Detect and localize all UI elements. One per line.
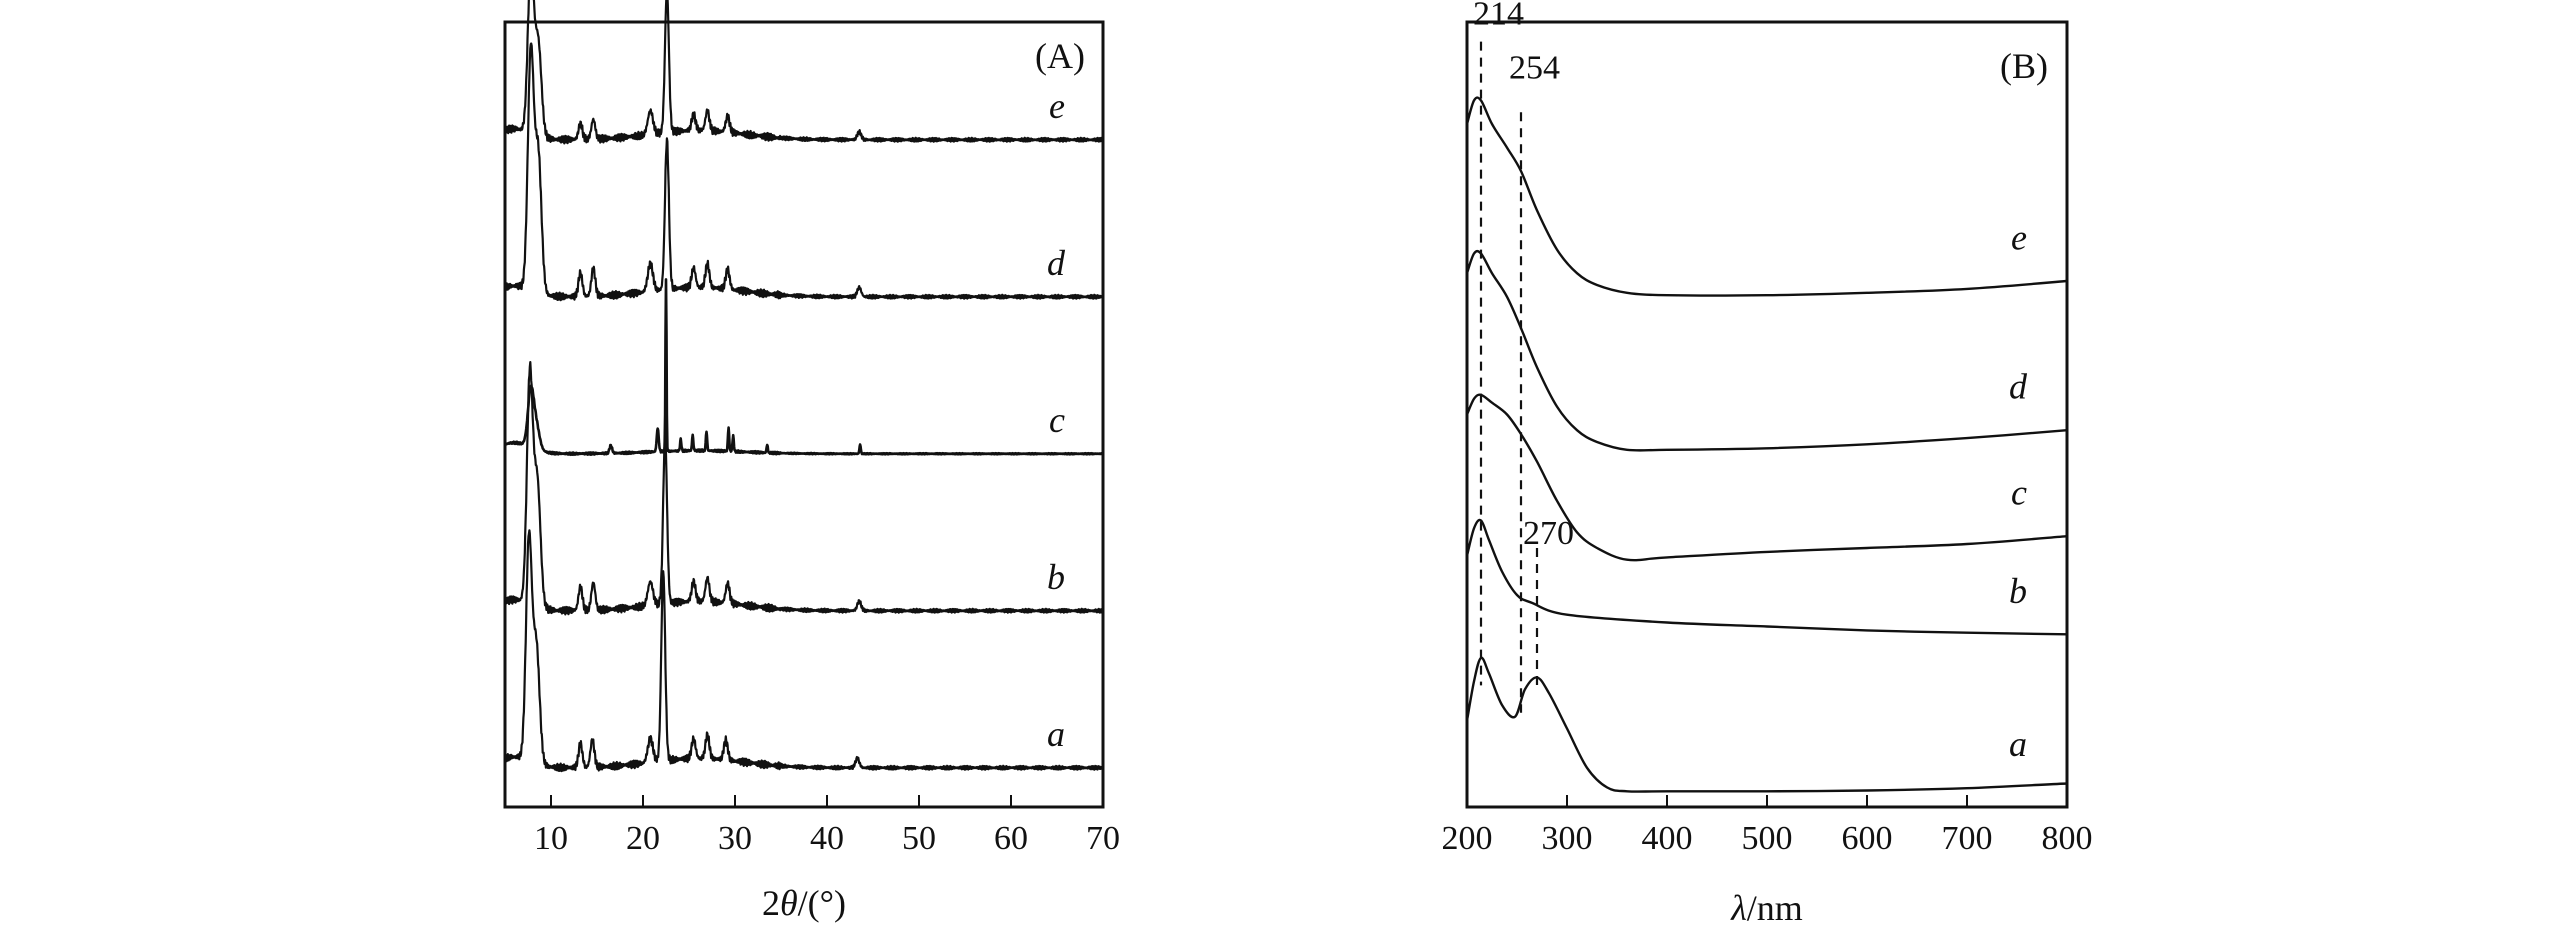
panel-a-x-axis-title-unit: /(°) <box>798 883 846 923</box>
panel-b-series-label-c: c <box>2011 473 2027 513</box>
panel-b-x-tick-label: 400 <box>1642 820 1693 857</box>
panel-b-x-tick-label: 300 <box>1542 820 1593 857</box>
panel-a-x-axis-title: 2θ/(°) <box>762 883 846 923</box>
panel-b-series-label-d: d <box>2009 367 2028 407</box>
panel-b-peak-label-270: 270 <box>1523 515 1574 552</box>
panel-a-x-tick-label: 50 <box>902 820 936 857</box>
panel-b-x-tick-label: 700 <box>1942 820 1993 857</box>
panel-a-series-line-e <box>503 0 1104 145</box>
panel-a-x-tick-label: 30 <box>718 820 752 857</box>
panel-a-x-axis: 10 20 30 40 50 60 70 <box>534 795 1120 857</box>
panel-b-x-axis-title: λ/nm <box>1730 888 1803 928</box>
panel-b-peak-label-254: 254 <box>1509 50 1560 87</box>
panel-b-x-tick-label: 800 <box>2042 820 2093 857</box>
panel-a-x-tick-label: 70 <box>1086 820 1120 857</box>
panel-a-series-label-a: a <box>1047 714 1065 754</box>
panel-a-series-line-d <box>503 42 1104 302</box>
panel-b-peak-label-214: 214 <box>1473 0 1524 32</box>
panel-a-x-axis-title-symbol: θ <box>780 883 798 923</box>
panel-b-x-axis-title-symbol: λ <box>1730 888 1747 928</box>
panel-a-plot-area: a b c d e <box>503 0 1105 773</box>
panel-b-x-tick-label: 600 <box>1842 820 1893 857</box>
panel-b-series-line-a <box>1465 656 2068 793</box>
panel-b-frame <box>1465 20 2069 809</box>
panel-a-label: (A) <box>1035 36 1085 76</box>
panel-a-x-tick-label: 40 <box>810 820 844 857</box>
panel-a-frame <box>503 20 1105 809</box>
panel-b-x-tick-label: 500 <box>1742 820 1793 857</box>
panel-b-x-axis-title-unit: /nm <box>1747 888 1803 928</box>
panel-a-series-label-e: e <box>1049 86 1065 126</box>
panel-a-x-tick-label: 20 <box>626 820 660 857</box>
panel-a-series-label-d: d <box>1047 243 1066 283</box>
panel-a-series-line-b <box>504 361 1105 616</box>
panel-a-chart: a b c d e 10 20 30 40 50 60 70 (A) 2θ/(°) <box>503 0 1120 923</box>
panel-a-series-line-c <box>504 278 1104 456</box>
panel-b-series-line-e <box>1465 96 2068 297</box>
panel-b-series-line-c <box>1465 393 2068 562</box>
panel-a-series-line-a <box>503 529 1104 773</box>
panel-b-series-line-b <box>1465 518 2068 636</box>
panel-a-x-axis-title-prefix: 2 <box>762 883 780 923</box>
panel-a-x-tick-label: 10 <box>534 820 568 857</box>
panel-b-chart: 214 254 270 a b c d e 200 300 400 500 600 700 800 (B… <box>1442 0 2093 928</box>
panel-b-series-line-d <box>1465 249 2068 452</box>
panel-b-plot-area: a b c d e <box>1465 96 2068 793</box>
panel-b-reference-lines: 214 254 270 <box>1473 0 1574 713</box>
panel-a-series-label-b: b <box>1047 557 1065 597</box>
panel-b-series-label-b: b <box>2009 571 2027 611</box>
panel-a-x-tick-label: 60 <box>994 820 1028 857</box>
panel-b-x-axis: 200 300 400 500 600 700 800 <box>1442 795 2093 857</box>
panel-b-x-tick-label: 200 <box>1442 820 1493 857</box>
panel-a-series-label-c: c <box>1049 400 1065 440</box>
panel-b-label: (B) <box>2000 46 2048 86</box>
panel-b-series-label-a: a <box>2009 724 2027 764</box>
panel-b-series-label-e: e <box>2011 218 2027 258</box>
